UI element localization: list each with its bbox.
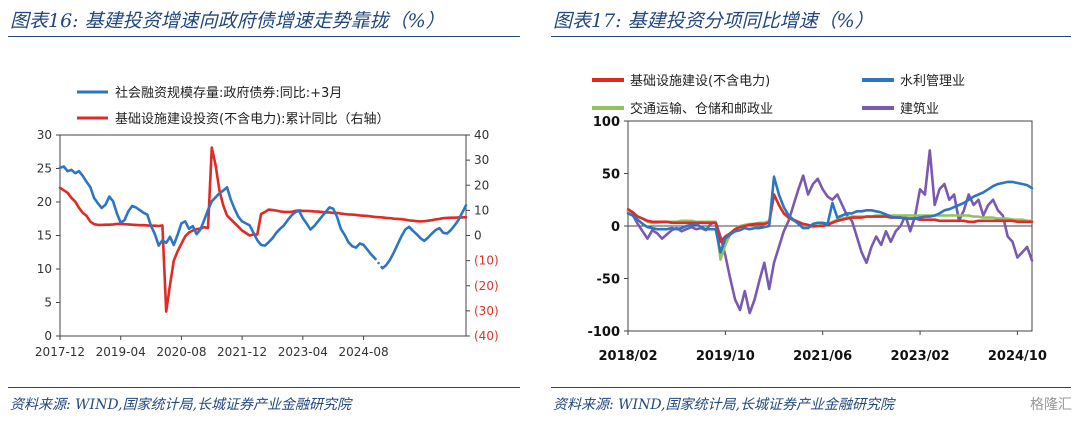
- legend-label: 基础设施建设(不含电力): [630, 73, 770, 89]
- plot-frame-16: [59, 134, 467, 337]
- x-tick-label: 2021/06: [793, 349, 852, 364]
- y-tick-label: -50: [597, 273, 621, 288]
- figure-17-source: 资料来源: WIND,国家统计局,长城证券产业金融研究院: [553, 397, 894, 413]
- y-tick-label-left: 0: [44, 329, 52, 343]
- y-tick-label: -100: [587, 325, 620, 340]
- x-tick-label: 2021-12: [217, 345, 267, 359]
- y-tick-label-right: (30): [474, 304, 499, 318]
- legend-label: 交通运输、仓储和邮政业: [630, 101, 773, 117]
- y-tick-label-right: 30: [474, 153, 489, 167]
- legend-label: 社会融资规模存量:政府债券:同比:+3月: [115, 85, 342, 101]
- y-tick-label-right: 40: [474, 128, 489, 142]
- legend-label: 水利管理业: [900, 74, 965, 89]
- x-tick-label: 2023/02: [891, 349, 950, 364]
- x-tick-label: 2020-08: [156, 345, 206, 359]
- y-tick-label-left: 20: [37, 195, 52, 209]
- legend-label: 建筑业: [900, 101, 939, 117]
- bottom-rule-right: [551, 387, 1071, 388]
- x-tick-label: 2024/10: [988, 349, 1047, 364]
- y-tick-label-right: 20: [474, 178, 489, 192]
- figure-16-title: 图表16: 基建投资增速向政府债增速走势靠拢（%）: [10, 10, 445, 32]
- y-tick-label: 0: [611, 220, 620, 235]
- bottom-rule-left: [8, 387, 520, 388]
- top-rule-left: [8, 36, 520, 37]
- y-tick-label-right: 0: [474, 229, 482, 243]
- y-tick-label-left: 30: [37, 128, 52, 142]
- y-tick-label-left: 15: [37, 229, 52, 243]
- y-tick-label-left: 25: [37, 162, 52, 176]
- top-rule-right: [551, 36, 1071, 37]
- y-tick-label-left: 5: [44, 296, 52, 310]
- y-tick-label-right: (20): [474, 279, 499, 293]
- x-tick-label: 2017-12: [35, 345, 85, 359]
- series-line-3: [626, 149, 1034, 315]
- y-tick-label-right: 10: [474, 203, 489, 217]
- series-line-infrastructure-investment: [58, 146, 468, 313]
- series-line-1: [626, 175, 1034, 254]
- x-tick-label: 2018/02: [598, 349, 657, 364]
- legend-label: 基础设施建设投资(不含电力):累计同比（右轴）: [115, 111, 390, 127]
- x-tick-label: 2019/10: [696, 349, 755, 364]
- y-tick-label-right: (40): [474, 329, 499, 343]
- x-tick-label: 2023-04: [278, 345, 328, 359]
- x-tick-label: 2019-04: [96, 345, 146, 359]
- figure-17-title: 图表17: 基建投资分项同比增速（%）: [553, 10, 874, 32]
- series-line-government-bond-growth: [58, 165, 468, 270]
- watermark: 格隆汇: [1030, 397, 1072, 413]
- y-tick-label: 50: [602, 168, 620, 183]
- x-tick-label: 2024-08: [338, 345, 388, 359]
- series-gap-dotted: [373, 257, 384, 270]
- y-tick-label-left: 10: [37, 262, 52, 276]
- figure-16-source: 资料来源: WIND,国家统计局,长城证券产业金融研究院: [10, 397, 351, 413]
- y-tick-label: 100: [593, 115, 620, 130]
- y-tick-label-right: (10): [474, 254, 499, 268]
